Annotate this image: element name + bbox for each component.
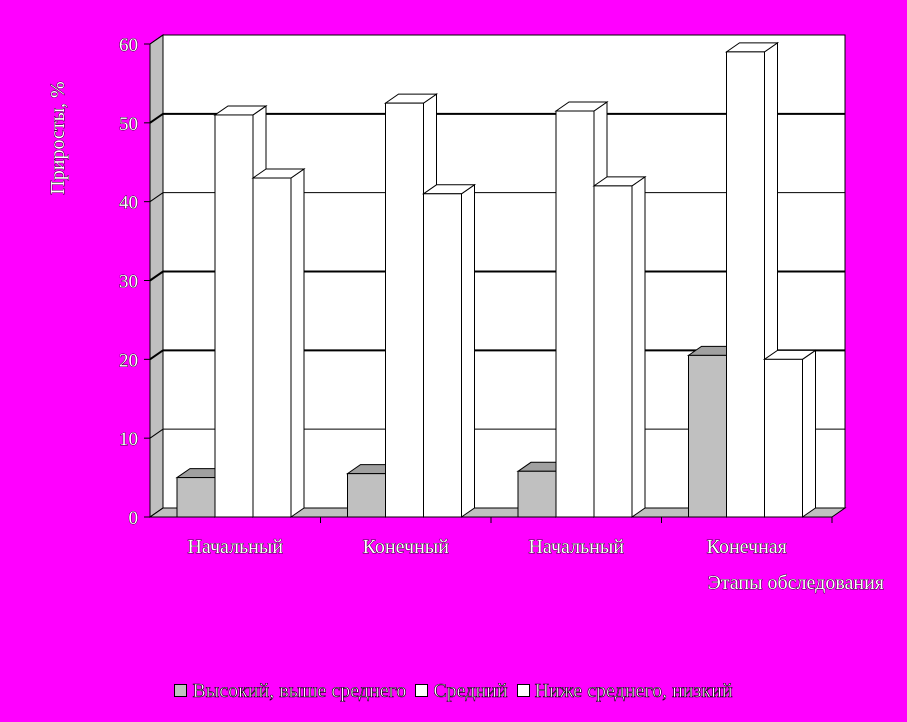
gridline <box>149 112 845 124</box>
legend-swatch-medium <box>415 683 429 697</box>
legend-swatch-high <box>174 683 188 697</box>
bar-side <box>461 183 475 518</box>
legend-swatch-low <box>516 683 530 697</box>
bars <box>175 41 818 518</box>
x-tick-label: Начальный <box>187 536 283 558</box>
bar-front <box>688 354 727 518</box>
gridline <box>149 34 845 45</box>
y-tick-label: 40 <box>119 193 138 214</box>
bar-side <box>631 175 646 518</box>
legend-label-low: Ниже среднего, низкий <box>534 680 733 703</box>
bar-front <box>764 358 803 518</box>
y-axis-label: Приросты, % <box>47 81 69 194</box>
y-tick-label: 10 <box>119 429 138 450</box>
legend-label-high: Высокий, выше среднего <box>192 680 407 703</box>
bar-front <box>517 470 557 518</box>
x-tick-label: Конечная <box>707 536 787 558</box>
y-tick-label: 0 <box>129 508 139 529</box>
legend: Высокий, выше среднего Средний Ниже сред… <box>0 680 907 703</box>
bar <box>421 183 477 518</box>
legend-label-medium: Средний <box>433 680 508 703</box>
bar-front <box>555 110 595 518</box>
bar-front <box>726 51 765 518</box>
labels: 0 10 20 30 40 50 60 Начальный Конечный Начальный К… <box>119 35 788 559</box>
bar-front <box>176 477 216 518</box>
legend-item-high: Высокий, выше среднего <box>174 680 407 703</box>
bar-front <box>347 473 386 518</box>
bar <box>592 175 647 518</box>
y-tick-label: 30 <box>119 272 138 293</box>
bar-front <box>423 193 462 518</box>
bar <box>251 168 306 518</box>
legend-item-low: Ниже среднего, низкий <box>516 680 733 703</box>
bar-front <box>385 102 424 518</box>
bar-front <box>593 185 633 518</box>
x-axis-label: Этапы обследования <box>708 572 884 594</box>
bar-front <box>214 114 254 518</box>
legend-item-medium: Средний <box>415 680 508 703</box>
bar-side <box>290 168 305 518</box>
y-tick-label: 50 <box>119 114 138 135</box>
bar-side <box>802 349 816 518</box>
x-tick-label: Конечный <box>363 536 450 558</box>
y-tick-label: 20 <box>119 350 138 371</box>
bar-front <box>252 177 292 518</box>
x-tick-label: Начальный <box>528 536 624 558</box>
y-tick-label: 60 <box>119 35 138 56</box>
gridlines <box>148 34 847 518</box>
bar <box>762 349 818 518</box>
